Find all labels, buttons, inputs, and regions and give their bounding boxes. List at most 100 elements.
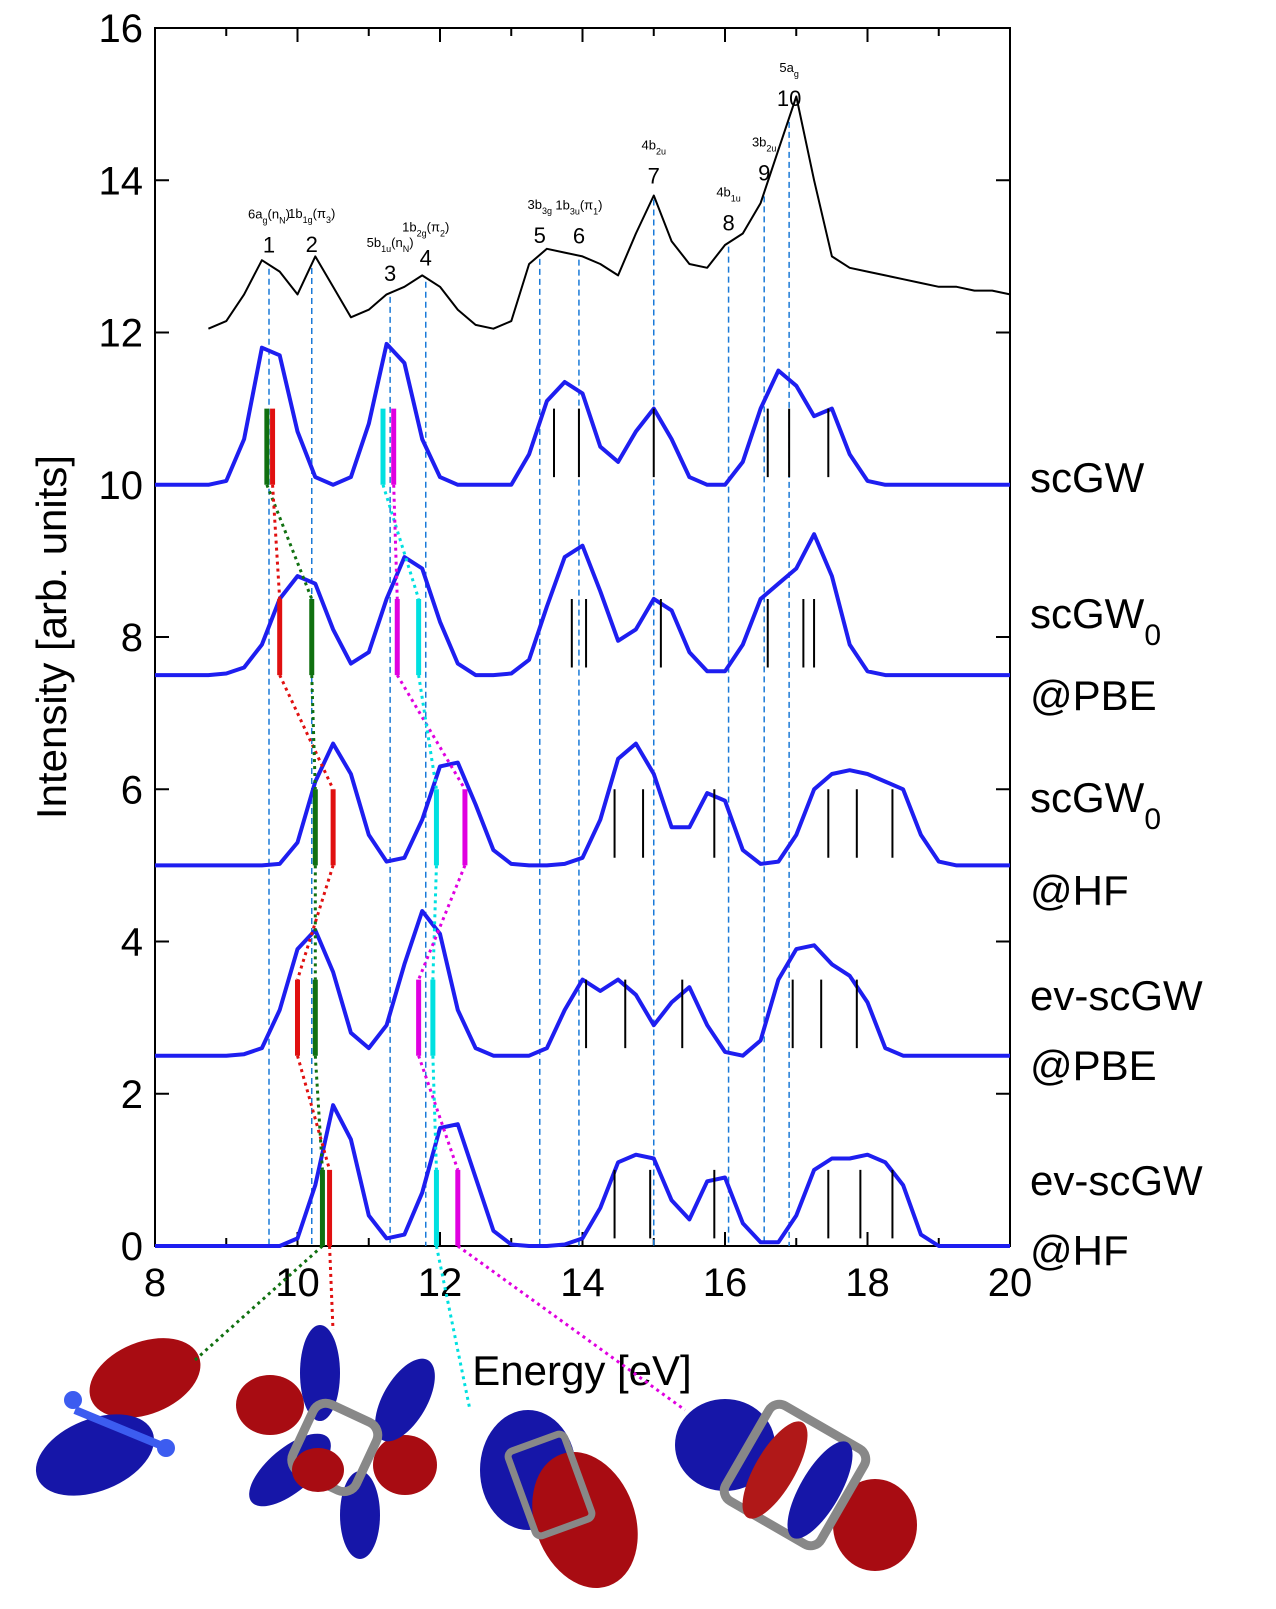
y-tick-label: 16	[99, 7, 144, 51]
peak-orbital-part: )	[445, 220, 449, 235]
stick-connector	[296, 1055, 332, 1171]
peak-orbital-part: N	[403, 244, 410, 254]
peak-orbital-part: 3b	[528, 197, 542, 212]
y-axis-title: Intensity [arb. units]	[28, 455, 75, 819]
series-label-part: ev-scGW	[1030, 972, 1203, 1019]
y-tick-label: 10	[99, 464, 144, 508]
peak-orbital: 1b1g(π3)	[288, 206, 335, 225]
series-label: @PBE	[1030, 672, 1157, 719]
orbital-2	[236, 1325, 437, 1559]
peak-orbital-part: )	[598, 198, 602, 213]
stick-connector	[417, 1055, 460, 1171]
peak-orbital-part: N	[279, 216, 286, 226]
peak-orbital-part: (π	[580, 198, 593, 213]
stick-connector	[278, 674, 335, 790]
peak-orbital-part: 3	[326, 215, 331, 225]
peak-orbital-part: g	[794, 69, 799, 79]
orbital-images	[35, 1325, 917, 1588]
peak-orbital-part: 1g	[303, 215, 313, 225]
peak-number: 7	[648, 163, 660, 188]
peak-orbital-part: (π	[313, 206, 326, 221]
experiment-line	[208, 95, 1011, 330]
series-label-part: scGW	[1030, 774, 1145, 821]
peak-number: 9	[758, 160, 770, 185]
peak-orbital-part: 2u	[656, 146, 666, 156]
peak-orbital-part: 4b	[716, 185, 730, 200]
x-tick-label: 16	[703, 1261, 748, 1305]
spectrum-line	[155, 532, 1010, 678]
stick-connector	[395, 674, 467, 791]
peak-orbital-part: g	[263, 216, 268, 226]
stick-connector	[417, 674, 438, 790]
peak-orbital-part: )	[331, 206, 335, 221]
series-label-part: @PBE	[1030, 1042, 1157, 1089]
series-label-part: 0	[1144, 619, 1161, 652]
series-label: scGW0	[1030, 590, 1161, 652]
peak-number: 6	[573, 224, 585, 249]
y-tick-label: 0	[121, 1225, 143, 1269]
peak-orbital-part: 1b	[555, 198, 569, 213]
peak-number: 1	[263, 233, 275, 258]
orbital-connector	[328, 1245, 335, 1331]
peak-orbital: 6ag(nN)	[248, 207, 290, 226]
peak-orbital-part: 3u	[570, 207, 580, 217]
spectrum-line	[155, 341, 1010, 487]
stick-connector	[431, 1055, 438, 1170]
peak-number: 3	[384, 261, 396, 286]
peak-orbital: 1b3u(π1)	[555, 198, 602, 217]
peak-orbital-part: 2u	[766, 143, 776, 153]
y-tick-label: 12	[99, 312, 144, 356]
peak-number: 2	[306, 232, 318, 257]
orbital-4	[675, 1399, 917, 1571]
y-tick-label: 2	[121, 1073, 143, 1117]
peak-orbital-part: )	[286, 207, 290, 222]
series-label-part: @HF	[1030, 1227, 1129, 1274]
x-tick-label: 14	[560, 1261, 605, 1305]
peak-orbital-part: 5a	[779, 60, 794, 75]
series-label: scGW	[1030, 454, 1145, 501]
peak-orbital: 4b2u	[642, 137, 666, 156]
spectrum-line	[155, 741, 1010, 868]
orbital-connector	[193, 1244, 324, 1362]
y-tick-label: 4	[121, 921, 143, 965]
peak-orbital-part: 4b	[642, 137, 656, 152]
stick-connector	[313, 1055, 324, 1170]
orbital-connector	[456, 1244, 686, 1412]
peak-orbital-part: 3b	[752, 134, 766, 149]
peak-orbital-part: 3g	[542, 206, 552, 216]
y-tick-label: 8	[121, 616, 143, 660]
peak-orbital-part: (π	[427, 220, 440, 235]
peak-number: 4	[420, 246, 432, 271]
series-label-part: @HF	[1030, 867, 1129, 914]
series-label: ev-scGW	[1030, 1157, 1203, 1204]
peak-orbital: 5b1u(nN)	[367, 235, 414, 254]
peak-orbital: 3b3g	[528, 197, 552, 216]
series-label-part: 0	[1144, 803, 1161, 836]
series-label-part: @PBE	[1030, 672, 1157, 719]
peak-number: 8	[722, 211, 734, 236]
peak-orbital: 3b2u	[752, 134, 776, 153]
peak-orbital-part: 2g	[417, 229, 427, 239]
stick-connector	[392, 484, 399, 599]
series-label: scGW0	[1030, 774, 1161, 836]
x-tick-label: 10	[275, 1261, 320, 1305]
stick-connector	[265, 484, 314, 600]
peak-orbital-part: )	[409, 235, 413, 250]
peak-orbital-part: 1	[593, 207, 598, 217]
peak-number: 5	[534, 223, 546, 248]
peak-orbital-part: 2	[440, 229, 445, 239]
series-label-part: scGW	[1030, 454, 1145, 501]
stick-connector	[271, 484, 282, 600]
x-tick-label: 20	[988, 1261, 1033, 1305]
peak-orbital-part: 1u	[381, 244, 391, 254]
orbital-1	[35, 1338, 201, 1496]
peak-orbital: 4b1u	[716, 185, 740, 204]
peak-orbital-part: 1b	[402, 220, 416, 235]
y-tick-label: 14	[99, 159, 144, 203]
series-label: @HF	[1030, 1227, 1129, 1274]
stick-connector	[310, 675, 317, 790]
peak-orbital-part: 6a	[248, 207, 263, 222]
stick-connector	[431, 865, 438, 980]
spectrum-line	[155, 1103, 1010, 1248]
